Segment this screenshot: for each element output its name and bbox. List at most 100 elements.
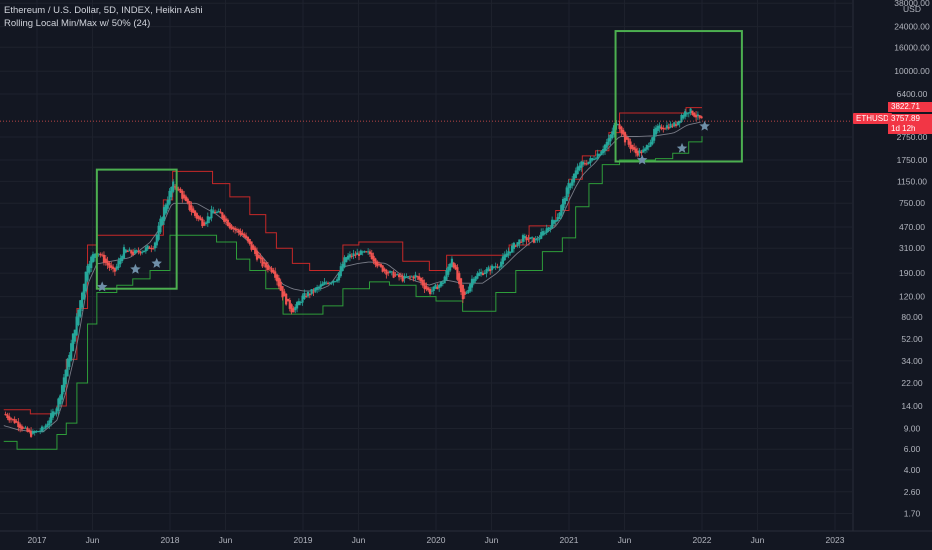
candle-body [687, 112, 690, 114]
x-tick-label: Jun [751, 535, 765, 545]
candle-body [64, 369, 67, 385]
candle-body [133, 250, 137, 254]
candle-body [201, 218, 204, 227]
candle-body [592, 158, 596, 160]
candle-body [392, 271, 395, 278]
candle-body [99, 253, 102, 256]
candle-body [507, 251, 510, 256]
y-tick-label: 750.00 [899, 198, 925, 208]
candle-body [66, 358, 69, 377]
candle-body [192, 208, 195, 213]
candle-body [587, 161, 590, 164]
candle-body [124, 249, 127, 253]
candle-body [55, 408, 58, 414]
candle-body [569, 183, 572, 189]
candle-body [585, 163, 588, 165]
candle-body [449, 263, 452, 271]
candle-body [423, 282, 426, 290]
y-tick-label: 22.00 [901, 378, 923, 388]
candle-body [6, 414, 9, 419]
candle-body [512, 242, 515, 249]
signal-star [130, 263, 141, 274]
candle-body [549, 227, 552, 229]
candle-body [691, 110, 694, 115]
candle-body [286, 298, 290, 302]
candle-body [583, 163, 587, 165]
candle-body [226, 219, 229, 227]
candle-body [195, 213, 198, 219]
candle-body [37, 431, 40, 433]
candle-body [82, 284, 86, 300]
candle-body [232, 227, 235, 229]
candle-body [73, 329, 76, 342]
candle-body [600, 151, 603, 156]
candle-body [527, 238, 530, 240]
candle-body [157, 225, 160, 240]
candle-body [399, 275, 403, 277]
candle-body [179, 188, 182, 193]
candle-body [676, 121, 679, 126]
candle-body [88, 263, 91, 273]
candle-body [461, 284, 464, 300]
candle-body [224, 218, 228, 222]
candle-body [589, 158, 592, 163]
time-axis[interactable]: 2017 Jun 2018 Jun 2019 Jun 2020 Jun 2021 Jun 2022 J… [0, 530, 932, 545]
candle-body [119, 257, 122, 265]
candle-body [257, 254, 260, 259]
candle-body [135, 250, 138, 252]
candle-body [374, 258, 377, 265]
candle-body [536, 239, 539, 241]
candle-body [153, 242, 157, 249]
candle-body [434, 284, 437, 289]
candle-body [662, 128, 665, 130]
candle-body [106, 260, 109, 266]
candle-body [108, 262, 111, 268]
candle-body [414, 274, 417, 278]
signal-star [636, 154, 648, 165]
candle-body [693, 112, 696, 117]
candle-body [243, 233, 246, 237]
candle-body [186, 198, 189, 204]
candle-body [206, 216, 209, 224]
candle-body [261, 257, 264, 267]
candle-body [398, 274, 401, 278]
candle-body [281, 286, 284, 298]
candle-body [498, 266, 501, 268]
chart-grid [0, 0, 852, 530]
x-tick-label: Jun [219, 535, 233, 545]
candle-body [319, 284, 322, 288]
candle-body [328, 282, 331, 284]
candle-body [39, 430, 42, 432]
candle-body [275, 274, 279, 282]
candle-body [419, 277, 423, 282]
y-tick-label: 16000.00 [894, 42, 930, 52]
candle-body [505, 253, 508, 258]
candle-body [330, 282, 333, 284]
candle-body [90, 256, 93, 269]
y-tick-label: 52.00 [901, 334, 923, 344]
signal-star [676, 142, 688, 153]
candle-body [479, 271, 483, 275]
candle-body [565, 187, 568, 202]
candle-body [556, 217, 559, 222]
candle-body [410, 276, 413, 278]
candle-body [439, 281, 443, 287]
candle-body [510, 245, 514, 253]
candle-body [441, 282, 444, 284]
candle-body [678, 120, 681, 124]
candle-body [239, 230, 242, 235]
candle-body [463, 291, 466, 295]
candle-body [487, 267, 490, 272]
y-tick-label: 2.60 [904, 487, 921, 497]
candle-body [128, 249, 131, 252]
candle-body [237, 229, 240, 233]
candle-body [607, 138, 610, 145]
candle-body [306, 291, 310, 297]
price-axis[interactable]: 1.70 2.60 4.00 6.00 9.00 14.00 22.00 34.00 52.00… [852, 0, 930, 531]
candle-body [294, 306, 297, 311]
candle-body [445, 270, 448, 280]
candle-body [248, 238, 251, 245]
candle-body [188, 200, 191, 210]
candle-body [552, 220, 556, 224]
